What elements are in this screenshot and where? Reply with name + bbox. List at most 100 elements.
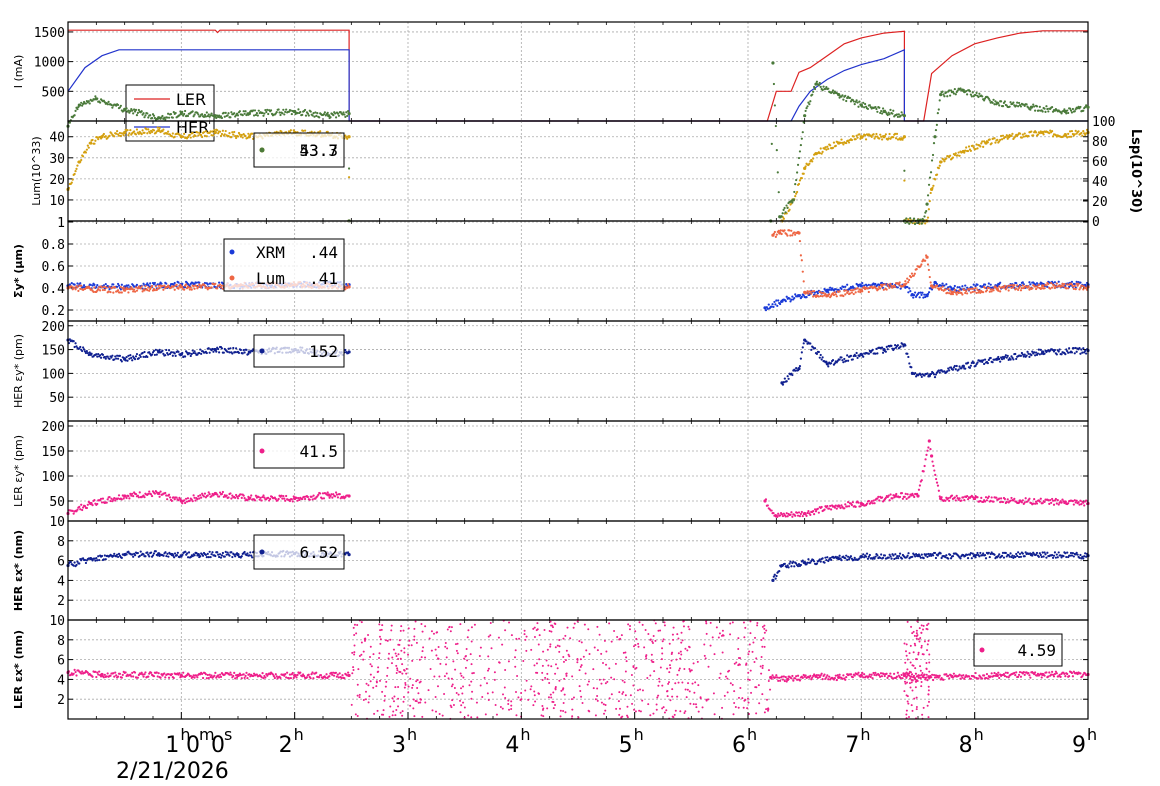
data-point-fill [1030, 130, 1032, 132]
data-point-fill [132, 112, 134, 114]
data-point-fill [843, 358, 845, 360]
data-point-fill [148, 490, 150, 492]
data-point-fill [74, 342, 76, 344]
data-point-fill [1080, 503, 1082, 505]
data-point-fill [995, 497, 997, 499]
data-point-fill [874, 353, 876, 355]
data-point-fill [976, 552, 978, 554]
data-point-fill [820, 86, 822, 88]
data-point-fill [944, 556, 946, 558]
data-point-fill [1079, 353, 1081, 355]
data-point [347, 112, 350, 115]
data-point-fill [221, 133, 223, 135]
data-point-fill [941, 161, 943, 163]
data-point-fill [296, 112, 298, 114]
legend-value: 6.52 [299, 543, 338, 562]
data-point-fill [907, 493, 909, 495]
data-point-fill [803, 173, 805, 175]
data-point-fill [993, 103, 995, 105]
data-point-fill [836, 508, 838, 510]
data-point-fill [85, 151, 87, 153]
data-point-fill [192, 500, 194, 502]
data-point-fill [929, 276, 931, 278]
data-point-fill [979, 145, 981, 147]
data-point-fill [791, 234, 793, 236]
data-point-fill [162, 555, 164, 557]
data-point-fill [821, 292, 823, 294]
data-point-fill [947, 497, 949, 499]
data-point-fill [75, 564, 77, 566]
data-point-fill [345, 283, 347, 285]
data-point-fill [118, 494, 120, 496]
data-point-fill [140, 356, 142, 358]
data-point-fill [801, 296, 803, 298]
data-point-fill [773, 301, 775, 303]
data-point-fill [1043, 353, 1045, 355]
data-point-fill [197, 113, 199, 115]
data-point-fill [188, 286, 190, 288]
data-point-fill [137, 112, 139, 114]
data-point-fill [171, 351, 173, 353]
data-point-fill [224, 133, 226, 135]
data-point-fill [959, 557, 961, 559]
data-point-fill [927, 217, 929, 219]
data-point [925, 256, 928, 259]
data-point-fill [96, 503, 98, 505]
data-point-fill [1079, 554, 1081, 556]
data-point-fill [851, 139, 853, 141]
data-point [347, 285, 350, 288]
data-point-fill [1056, 353, 1058, 355]
data-point-fill [282, 495, 284, 497]
data-point-fill [783, 381, 785, 383]
data-point-fill [117, 289, 119, 291]
data-point-fill [92, 291, 94, 293]
data-point-fill [183, 289, 185, 291]
data-point-fill [1079, 281, 1081, 283]
data-point-fill [928, 184, 930, 186]
data-point-fill [1049, 288, 1051, 290]
data-point-fill [93, 143, 95, 145]
data-point-fill [347, 110, 349, 112]
data-point-fill [157, 126, 159, 128]
data-point-fill [256, 112, 258, 114]
data-point-fill [840, 138, 842, 140]
data-point-fill [846, 284, 848, 286]
data-point [771, 61, 774, 64]
data-point-fill [1082, 347, 1084, 349]
data-point-fill [882, 557, 884, 559]
y-axis-label: I (mA) [12, 55, 25, 89]
data-point-fill [140, 551, 142, 553]
legend-label: XRM [256, 243, 285, 262]
data-point [962, 365, 965, 368]
data-point-fill [218, 495, 220, 497]
data-point-fill [103, 558, 105, 560]
data-point-fill [137, 552, 139, 554]
data-point-fill [866, 285, 868, 287]
data-point-fill [164, 118, 166, 120]
data-point-fill [219, 553, 221, 555]
data-point-fill [171, 500, 173, 502]
data-point-fill [1024, 353, 1026, 355]
data-point-fill [101, 555, 103, 557]
data-point-fill [188, 551, 190, 553]
data-point-fill [868, 284, 870, 286]
data-point-fill [108, 358, 110, 360]
data-point-fill [153, 129, 155, 131]
data-point-fill [80, 504, 82, 506]
data-point-fill [142, 352, 144, 354]
data-point-fill [234, 555, 236, 557]
data-point-fill [117, 556, 119, 558]
data-point-fill [230, 136, 232, 138]
data-point-fill [904, 280, 906, 282]
data-point-fill [1045, 105, 1047, 107]
data-point-fill [91, 353, 93, 355]
data-point-fill [218, 351, 220, 353]
data-point-fill [157, 288, 159, 290]
data-point-fill [267, 497, 269, 499]
data-point-fill [184, 551, 186, 553]
data-point-fill [964, 368, 966, 370]
data-point-fill [943, 95, 945, 97]
data-point-fill [79, 104, 81, 106]
data-point-fill [871, 136, 873, 138]
data-point-fill [1012, 358, 1014, 360]
